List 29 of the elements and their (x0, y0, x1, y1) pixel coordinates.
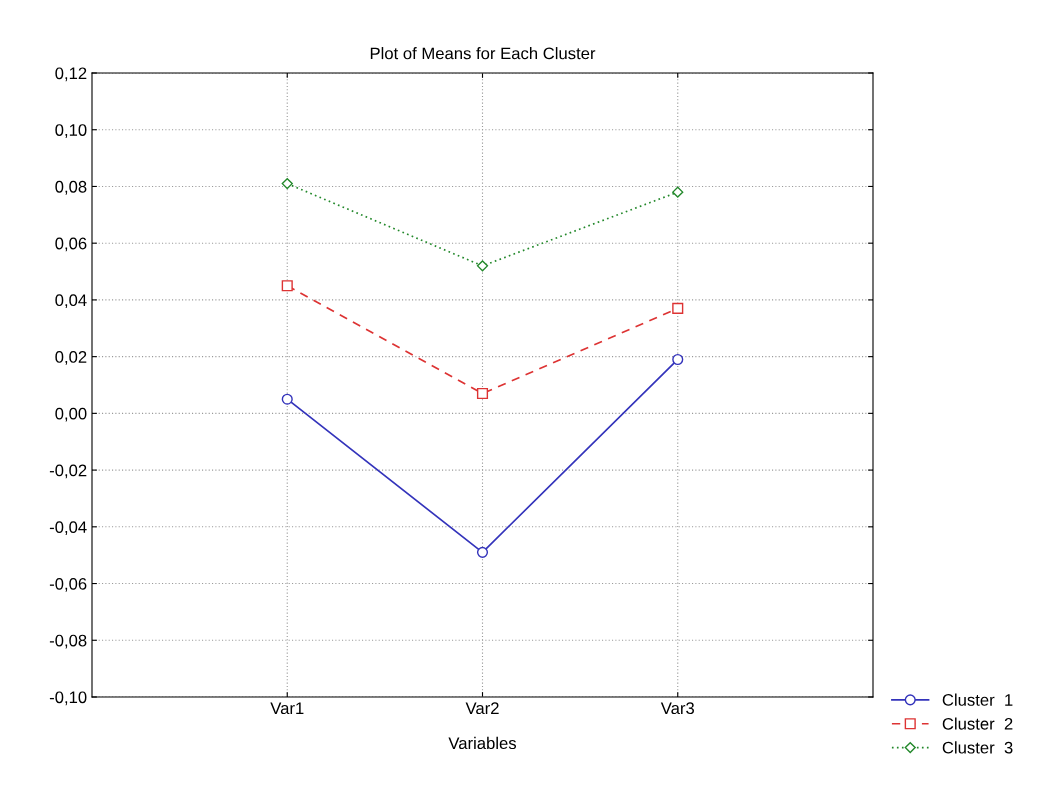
x-axis-title: Variables (448, 736, 517, 750)
x-tick-label: Var1 (270, 702, 304, 715)
y-tick-label: -0,10 (49, 691, 87, 706)
point (476, 260, 489, 272)
point (476, 387, 489, 400)
y-tick-label: -0,06 (49, 577, 87, 592)
y-tick-label: -0,02 (49, 464, 87, 479)
y-tick-label: -0,04 (49, 521, 87, 535)
y-tick-label: 0,08 (55, 180, 87, 195)
y-tick-label: 0,00 (55, 407, 87, 422)
chart-title: Plot of Means for Each Cluster (370, 47, 596, 60)
y-tick-label: 0,10 (55, 124, 87, 138)
y-tick-label: 0,06 (55, 237, 87, 252)
x-tick-label: Var2 (465, 702, 499, 715)
x-tick-label: Var3 (660, 702, 695, 715)
point (281, 393, 293, 405)
y-tick-label: 0,04 (55, 294, 87, 309)
legend-label: Cluster 2 (942, 717, 1013, 730)
legend-label: Cluster 1 (942, 693, 1013, 706)
y-tick-label: -0,08 (49, 634, 87, 649)
point (672, 186, 684, 198)
point (281, 280, 293, 292)
legend-label: Cluster 3 (942, 741, 1013, 754)
y-tick-label: 0,02 (55, 351, 87, 365)
point (672, 302, 684, 314)
y-tick-label: 0,12 (55, 67, 87, 82)
point (672, 353, 684, 366)
point (476, 546, 489, 558)
point (281, 178, 293, 190)
